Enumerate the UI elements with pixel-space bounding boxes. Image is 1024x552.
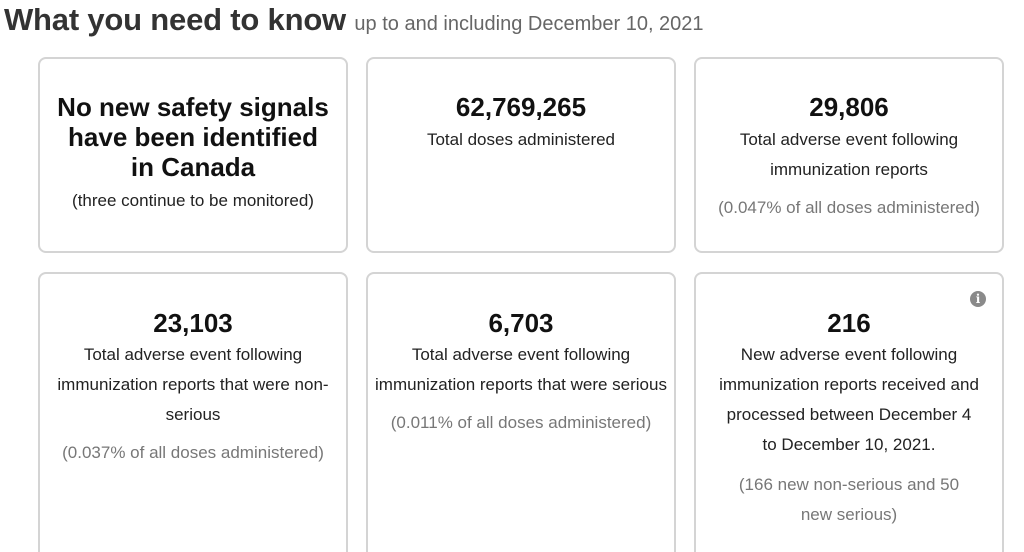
safety-signals-note: (three continue to be monitored) [72, 191, 314, 210]
page-subtitle: up to and including December 10, 2021 [354, 13, 704, 35]
serious-reports-value: 6,703 [488, 308, 554, 338]
serious-reports-card: 6,703 Total adverse event following immu… [366, 272, 676, 552]
new-reports-card: i 216 New adverse event following immuni… [694, 272, 1004, 552]
non-serious-reports-label: Total adverse event following immunizati… [57, 345, 329, 424]
total-reports-card: 29,806 Total adverse event following imm… [694, 57, 1004, 253]
page-title: What you need to know [4, 2, 346, 37]
serious-reports-label: Total adverse event following immunizati… [375, 345, 667, 394]
safety-signals-card: No new safety signals have been identifi… [38, 57, 348, 253]
total-reports-value: 29,806 [809, 92, 889, 122]
total-doses-card: 62,769,265 Total doses administered [366, 57, 676, 253]
total-doses-label: Total doses administered [426, 130, 616, 149]
safety-signals-heading: No new safety signals have been identifi… [57, 92, 329, 182]
non-serious-reports-percent: (0.037% of all doses administered) [62, 443, 324, 462]
new-reports-breakdown: (166 new non-serious and 50 new serious) [738, 475, 960, 524]
total-reports-percent: (0.047% of all doses administered) [718, 198, 980, 217]
info-icon[interactable]: i [970, 291, 986, 307]
page-header: What you need to know up to and includin… [4, 2, 704, 38]
non-serious-reports-card: 23,103 Total adverse event following imm… [38, 272, 348, 552]
total-reports-label: Total adverse event following immunizati… [739, 130, 959, 179]
non-serious-reports-value: 23,103 [153, 308, 233, 338]
serious-reports-percent: (0.011% of all doses administered) [390, 413, 652, 432]
new-reports-value: 216 [827, 308, 871, 338]
new-reports-label: New adverse event following immunization… [719, 345, 979, 454]
total-doses-value: 62,769,265 [455, 92, 587, 122]
